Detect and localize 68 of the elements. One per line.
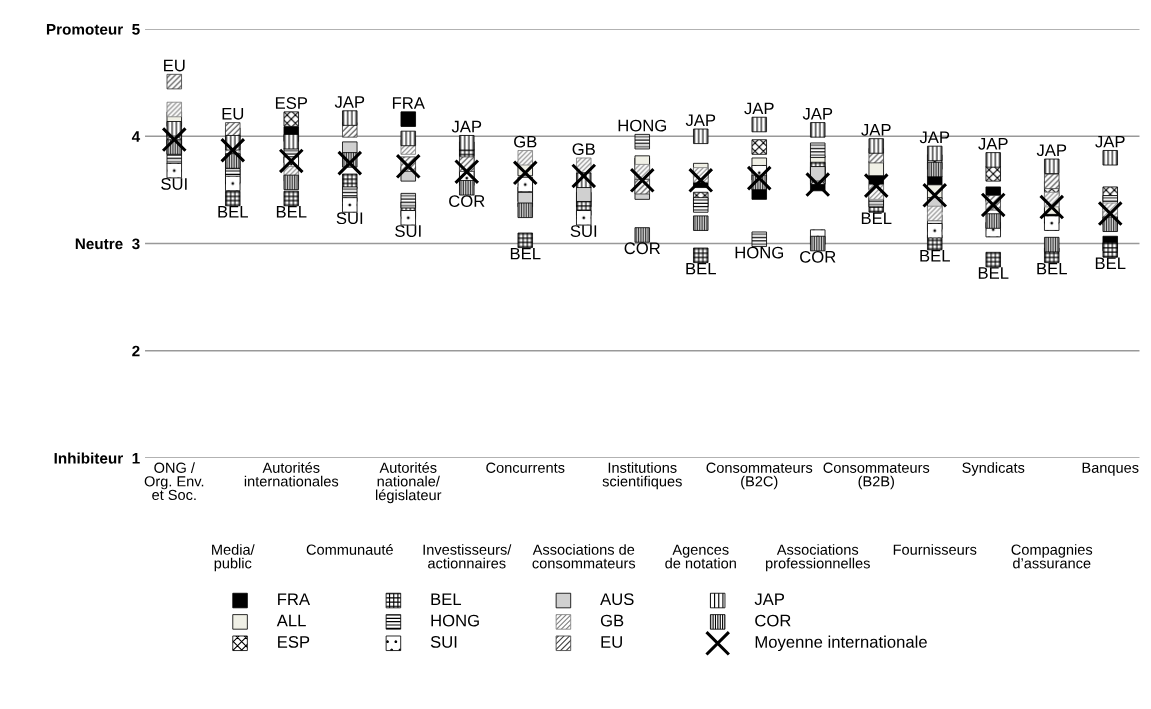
legend-label: HONG: [431, 614, 479, 627]
annotation: GB: [572, 143, 595, 156]
x-tick-label: Institutions scientifiques: [602, 462, 682, 490]
legend-label: ALL: [276, 614, 306, 627]
annotation: HONG: [618, 119, 667, 132]
annotation: JAP: [1095, 135, 1125, 148]
legend-label: COR: [755, 614, 791, 627]
x-tick-label: Banques: [1082, 462, 1139, 476]
x-tick-label: Investisseurs/ actionnaires: [423, 544, 512, 569]
legend-label: EU: [601, 636, 622, 648]
annotation: BEL: [218, 206, 248, 218]
y-tick-label: Neutre 3: [75, 238, 140, 250]
x-tick-label: Compagnies d’assurance: [1011, 544, 1093, 569]
x-tick-label: ONG / Org. Env. et Soc.: [144, 462, 204, 501]
legend-label: BEL: [431, 593, 462, 605]
annotation: BEL: [686, 262, 716, 275]
annotation: EU: [164, 59, 185, 72]
annotation: JAP: [1036, 144, 1067, 157]
x-tick-label: Syndicats: [962, 462, 1025, 476]
annotation: BEL: [1037, 262, 1067, 275]
legend-label: ESP: [278, 636, 310, 648]
x-tick-label: Associations de consommateurs: [532, 544, 636, 569]
legend-label: AUS: [600, 593, 634, 606]
annotation: COR: [800, 250, 836, 263]
x-tick-label: Consommateurs (B2C): [706, 462, 813, 490]
annotation: ESP: [275, 97, 308, 109]
annotation: FRA: [392, 97, 425, 109]
annotation: JAP: [685, 114, 716, 127]
y-tick-label: 2: [132, 345, 140, 357]
legend-label: Moyenne internationale: [755, 635, 927, 652]
annotation: JAP: [334, 96, 365, 108]
annotation: JAP: [802, 108, 833, 120]
annotation: BEL: [510, 247, 541, 260]
annotation: EU: [222, 108, 244, 120]
y-tick-label: Promoteur 5: [46, 24, 140, 35]
annotation: JAP: [919, 131, 950, 144]
annotation: COR: [624, 242, 660, 255]
annotation: SUI: [161, 178, 187, 190]
x-tick-label: Associations professionnelles: [766, 544, 870, 572]
legend-label: FRA: [278, 593, 311, 605]
x-tick-label: Fournisseurs: [893, 544, 977, 555]
annotation: SUI: [336, 212, 363, 225]
annotation: GB: [514, 135, 537, 148]
x-tick-label: Communauté: [306, 543, 393, 555]
annotation: BEL: [920, 250, 950, 262]
legend-label: JAP: [754, 593, 785, 606]
annotation: BEL: [1095, 257, 1126, 269]
annotation: BEL: [978, 267, 1009, 279]
x-tick-label: Consommateurs (B2B): [823, 462, 930, 490]
x-tick-label: Concurrents: [486, 462, 565, 473]
x-tick-label: Media/ public: [212, 544, 255, 572]
annotation: BEL: [276, 206, 307, 218]
annotation: BEL: [861, 212, 892, 224]
legend-label: SUI: [430, 636, 457, 648]
legend-label: GB: [600, 614, 624, 627]
x-tick-label: Agences de notation: [665, 544, 736, 569]
annotation: JAP: [451, 120, 482, 133]
annotation: JAP: [861, 124, 891, 136]
y-tick-label: Inhibiteur 1: [54, 452, 140, 464]
x-tick-label: Autorités internationales: [244, 462, 339, 487]
annotation: HONG: [735, 246, 784, 259]
annotation: JAP: [744, 102, 774, 115]
y-tick-label: 4: [131, 131, 141, 142]
x-tick-label: Autorités nationale/ législateur: [376, 462, 442, 504]
annotation: JAP: [978, 138, 1008, 150]
annotation: SUI: [570, 225, 597, 237]
annotation: SUI: [395, 225, 421, 237]
annotation: COR: [449, 195, 485, 207]
